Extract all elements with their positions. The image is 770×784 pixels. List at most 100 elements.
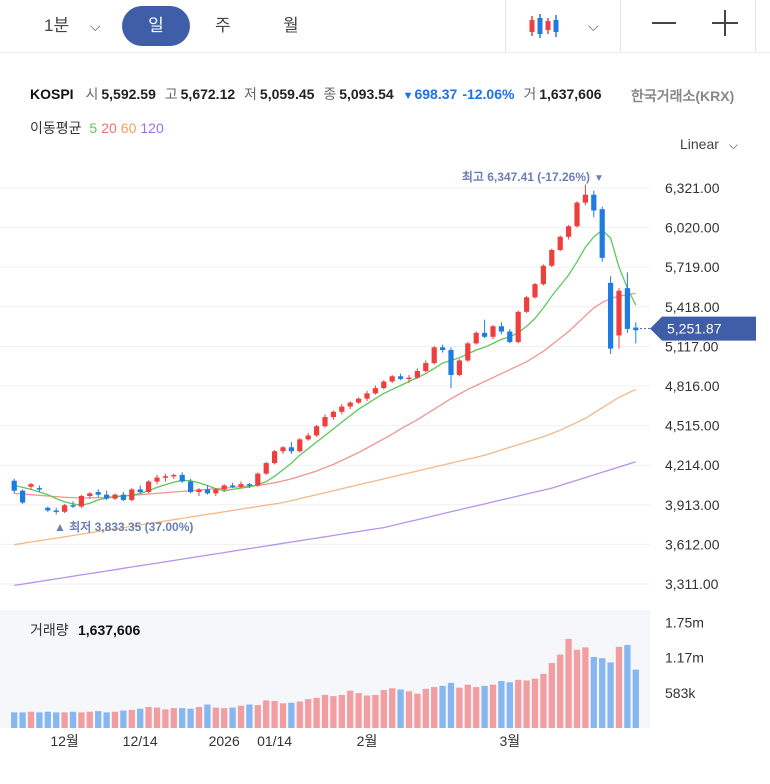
candle-body xyxy=(481,332,488,337)
candlestick-type-icon[interactable] xyxy=(528,12,562,40)
volume-bar xyxy=(263,700,270,728)
volume-bar xyxy=(355,693,362,728)
volume-bar xyxy=(254,705,261,728)
current-price-tag xyxy=(650,316,756,341)
volume-bar xyxy=(137,708,144,728)
y-tick-label: 3,612.00 xyxy=(665,536,720,552)
volume-bar xyxy=(120,710,127,728)
volume-bar xyxy=(221,708,228,728)
candle-body xyxy=(229,485,236,487)
candle-body xyxy=(456,360,463,375)
volume-bar xyxy=(565,638,572,728)
volume-label: 거 xyxy=(523,86,537,102)
volume-bar xyxy=(523,680,530,728)
timeframe-1min-button[interactable]: 1분 xyxy=(44,16,70,35)
candle-body xyxy=(523,297,530,312)
candle-body xyxy=(582,194,589,203)
volume-bar xyxy=(246,704,253,728)
ma-label: 이동평균 xyxy=(30,120,82,136)
chevron-down-icon[interactable]: ⌵ xyxy=(90,18,101,34)
candle-body xyxy=(633,327,639,331)
candle-body xyxy=(498,326,505,332)
volume-bar xyxy=(397,689,404,728)
divider xyxy=(505,0,506,52)
timeframe-week-button[interactable]: 주 xyxy=(215,16,231,35)
volume-bar xyxy=(296,701,303,728)
change-percent: -12.06% xyxy=(462,86,515,102)
ma-120: 120 xyxy=(140,120,164,136)
open-value: 5,592.59 xyxy=(101,86,156,102)
candle-body xyxy=(431,347,437,364)
candle-body xyxy=(78,495,85,507)
chevron-down-icon[interactable]: ⌵ xyxy=(588,18,599,34)
candle-body xyxy=(305,435,311,440)
candle-body xyxy=(196,489,202,493)
zoom-out-icon[interactable] xyxy=(652,22,676,24)
volume-bar xyxy=(279,703,287,728)
timeframe-month-button[interactable]: 월 xyxy=(283,16,299,35)
candle-body xyxy=(397,376,404,379)
candle-body xyxy=(45,507,51,511)
toolbar: 1분 ⌵ 일 주 월 ⌵ xyxy=(0,0,770,52)
volume-bar xyxy=(288,702,295,728)
volume-bar xyxy=(431,687,438,728)
candle-body xyxy=(507,331,513,343)
volume-value: 1,637,606 xyxy=(539,86,602,102)
candle-body xyxy=(607,282,614,349)
zoom-in-icon[interactable] xyxy=(712,10,738,36)
candle-body xyxy=(557,236,563,250)
volume-bar xyxy=(624,644,631,728)
timeframe-day-button[interactable]: 일 xyxy=(122,6,190,46)
max-price-label: 최고 6,347.41 (-17.26%) xyxy=(462,169,590,184)
candle-body xyxy=(95,492,101,495)
open-label: 시 xyxy=(85,86,99,102)
candle-body xyxy=(53,510,59,512)
volume-bar xyxy=(95,711,102,728)
volume-bar xyxy=(506,682,513,728)
change-value: 698.37 xyxy=(414,86,458,102)
volume-bar xyxy=(515,679,522,728)
volume-title: 거래량 xyxy=(30,622,69,638)
candle-body xyxy=(280,447,286,452)
volume-bar xyxy=(44,711,51,728)
moving-average-legend[interactable]: 이동평균 5 20 60 120 xyxy=(30,118,168,138)
candle-body xyxy=(187,481,194,493)
volume-bar xyxy=(607,662,614,728)
volume-bar xyxy=(389,688,396,728)
candle-body xyxy=(532,284,538,298)
volume-bar xyxy=(405,691,413,728)
candle-body xyxy=(616,290,622,336)
ma-60: 60 xyxy=(120,120,137,136)
candle-body xyxy=(490,326,496,337)
scale-selector[interactable]: Linear ⌵ xyxy=(680,136,738,153)
volume-value: 1,637,606 xyxy=(78,622,140,638)
y-tick-label: 4,816.00 xyxy=(665,378,720,394)
candle-body xyxy=(137,489,143,493)
current-price-label: 5,251.87 xyxy=(667,321,722,337)
candle-body xyxy=(347,402,353,407)
candle-body xyxy=(162,476,169,478)
volume-bar xyxy=(347,690,354,728)
close-value: 5,093.54 xyxy=(339,86,394,102)
candle-body xyxy=(70,505,76,507)
candle-body xyxy=(120,494,127,500)
candle-body xyxy=(246,484,253,486)
volume-bar xyxy=(330,696,337,728)
x-tick-label: 2026 xyxy=(209,733,240,749)
x-tick-label: 3월 xyxy=(499,733,520,749)
candle-body xyxy=(624,288,631,329)
volume-bar xyxy=(212,707,219,728)
volume-bar xyxy=(78,712,85,728)
candle-body xyxy=(11,480,17,491)
candle-body xyxy=(515,311,521,343)
price-chart[interactable]: 6,321.00 6,020.00 5,719.00 5,418.00 5,117.00… xyxy=(0,150,770,780)
volume-bar xyxy=(128,709,135,728)
volume-bar xyxy=(481,685,488,728)
close-label: 종 xyxy=(323,86,337,102)
y-tick-label: 4,214.00 xyxy=(665,457,720,473)
volume-bar xyxy=(187,708,194,728)
volume-bar xyxy=(145,706,152,728)
volume-tick-label: 1.17m xyxy=(665,650,704,666)
volume-bar xyxy=(557,654,564,728)
volume-bar xyxy=(271,700,278,728)
